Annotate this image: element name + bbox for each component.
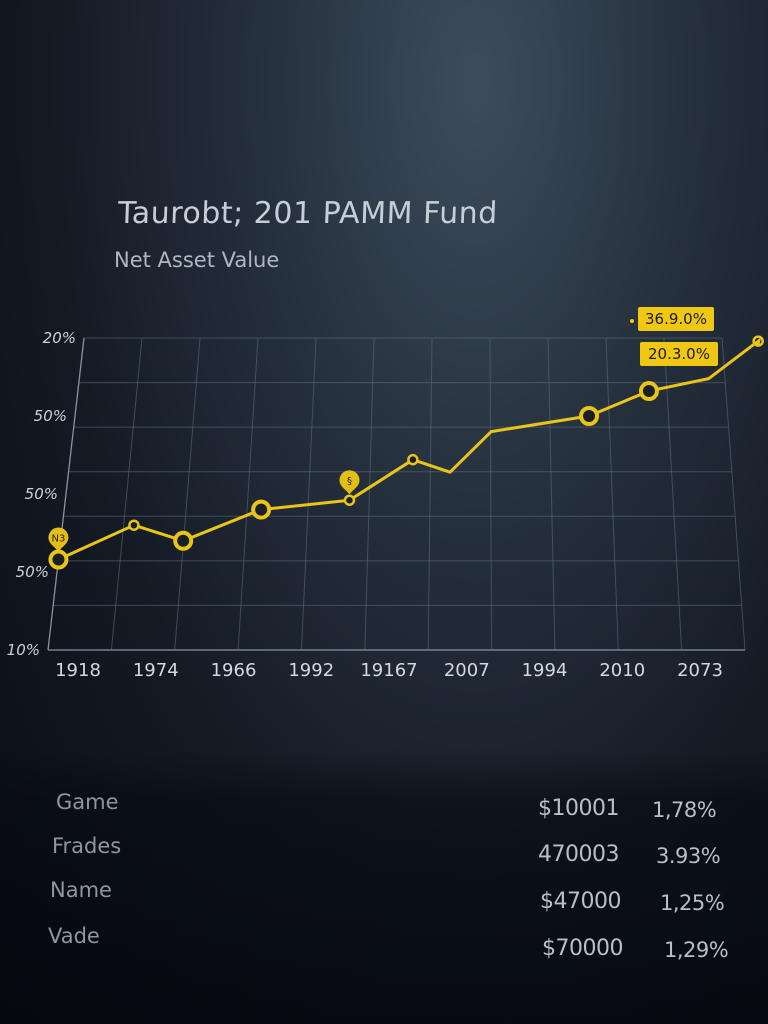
y-axis-ticks: 20% 50% 50% 50% 10% xyxy=(7,329,76,659)
v-gridline xyxy=(47,337,85,651)
v-gridline xyxy=(427,337,433,651)
v-gridline xyxy=(489,337,493,651)
table-row-value: $70000 xyxy=(542,936,623,961)
table-row-value: 470003 xyxy=(538,842,619,867)
annotation-pin-icon: § xyxy=(339,470,360,495)
pin-shape xyxy=(48,527,69,552)
y-tick-label: 50% xyxy=(34,407,67,425)
holdings-table: Game $10001 1,78% Frades 470003 3.93% Na… xyxy=(0,750,768,1024)
series-line xyxy=(56,339,760,561)
x-tick-label: 1966 xyxy=(211,660,257,681)
y-tick-label: 20% xyxy=(43,329,76,347)
chart-subtitle: Net Asset Value xyxy=(114,248,280,272)
v-gridline xyxy=(663,337,683,651)
x-tick-label: 2007 xyxy=(444,660,490,681)
v-gridline xyxy=(364,337,375,651)
v-gridline xyxy=(174,337,201,651)
table-row-percent: 1,78% xyxy=(652,798,717,822)
table-row-value: $47000 xyxy=(540,889,621,914)
x-tick-label: 19167 xyxy=(360,660,417,681)
table-row-percent: 1,29% xyxy=(664,938,729,962)
data-point xyxy=(251,499,272,520)
table-row-label: Name xyxy=(50,878,112,902)
x-tick-label: 1974 xyxy=(133,660,179,681)
x-tick-label: 2010 xyxy=(599,660,645,681)
series-layer xyxy=(48,335,764,570)
callout-dot-icon xyxy=(630,319,634,323)
pin-label: N3 xyxy=(52,534,66,545)
callout-label: 36.9.0% xyxy=(645,310,707,328)
v-gridline xyxy=(721,337,746,651)
table-row-percent: 3.93% xyxy=(656,844,721,868)
data-point xyxy=(343,494,356,506)
v-gridline xyxy=(110,337,143,651)
table-row-value: $10001 xyxy=(538,796,619,821)
value-callout: 20.3.0% xyxy=(640,342,718,366)
y-tick-label: 10% xyxy=(7,641,40,659)
x-axis-ticks: 1918 1974 1966 1992 19167 2007 1994 2010 2073 xyxy=(55,660,723,681)
y-tick-label: 50% xyxy=(16,563,49,581)
v-gridline xyxy=(237,337,259,651)
annotation-pin-icon: N3 xyxy=(48,527,69,552)
chart-grid xyxy=(47,337,746,651)
callout-box xyxy=(640,342,718,366)
data-point xyxy=(173,530,194,551)
data-point xyxy=(407,453,419,466)
table-row-label: Game xyxy=(56,790,119,814)
pin-label: § xyxy=(347,476,352,487)
value-callout: 36.9.0% xyxy=(630,307,714,331)
x-tick-label: 1918 xyxy=(55,660,101,681)
data-point xyxy=(638,381,659,402)
nav-line-chart: 20% 50% 50% 50% 10% 1918 1974 1966 1992 19167 200… xyxy=(7,307,764,681)
pin-shape xyxy=(339,470,360,495)
data-point xyxy=(128,519,140,531)
table-row-label: Vade xyxy=(48,924,100,948)
x-tick-label: 1992 xyxy=(288,660,334,681)
data-point xyxy=(579,406,600,426)
v-gridline xyxy=(605,337,619,651)
data-point xyxy=(48,549,69,570)
series-end-arrow-icon xyxy=(753,337,762,347)
y-tick-label: 50% xyxy=(25,485,58,503)
annotation-layer: 36.9.0% 20.3.0% N3 § xyxy=(48,307,718,552)
table-row-percent: 1,25% xyxy=(660,891,725,915)
v-gridline xyxy=(547,337,556,651)
table-row-label: Frades xyxy=(52,834,122,858)
x-tick-label: 1994 xyxy=(522,660,568,681)
callout-label: 20.3.0% xyxy=(648,345,710,363)
callout-box xyxy=(638,307,714,331)
x-tick-label: 2073 xyxy=(677,660,723,681)
v-gridline xyxy=(300,337,317,651)
